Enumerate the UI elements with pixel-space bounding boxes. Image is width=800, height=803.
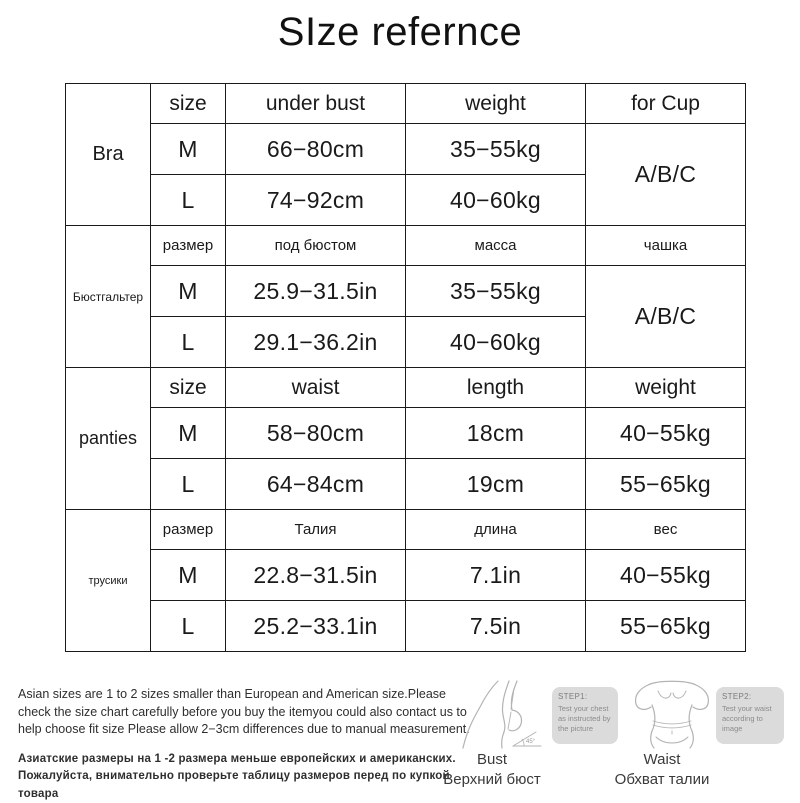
column-header: size	[150, 83, 226, 124]
section-label-bra: Bra	[65, 83, 151, 226]
column-header: for Cup	[585, 83, 746, 124]
size-cell: L	[150, 174, 226, 226]
column-header: weight	[585, 367, 746, 408]
waist-illustration	[626, 679, 718, 749]
value-cell: 64−84cm	[225, 458, 406, 510]
column-header: Талия	[225, 509, 406, 550]
cup-cell: A/B/C	[585, 123, 746, 226]
table-row: M 22.8−31.5in 7.1in 40−55kg	[66, 549, 746, 601]
column-header: length	[405, 367, 586, 408]
value-cell: 29.1−36.2in	[225, 316, 406, 368]
column-header: под бюстом	[225, 225, 406, 266]
table-row: M 66−80cm 35−55kg A/B/C	[66, 123, 746, 226]
value-cell: 55−65kg	[585, 600, 746, 652]
step1-card: STEP1: Test your chest as instructed by …	[552, 687, 618, 744]
bust-caption: Bust Верхний бюст	[432, 750, 552, 791]
value-cell: 22.8−31.5in	[225, 549, 406, 601]
value-cell: 66−80cm	[225, 123, 406, 175]
section-label-panties-ru: трусики	[65, 509, 151, 652]
cup-cell: A/B/C	[585, 265, 746, 368]
value-cell: 18cm	[405, 407, 586, 459]
column-header: длина	[405, 509, 586, 550]
step1-title: STEP1:	[558, 692, 588, 701]
value-cell: 25.2−33.1in	[225, 600, 406, 652]
value-cell: 19cm	[405, 458, 586, 510]
note-russian: Азиатские размеры на 1 -2 размера меньше…	[18, 753, 456, 800]
value-cell: 74−92cm	[225, 174, 406, 226]
bust-label-en: Bust	[476, 751, 507, 768]
column-header: size	[150, 367, 226, 408]
table-row: L 64−84cm 19cm 55−65kg	[66, 458, 746, 510]
column-header: under bust	[225, 83, 406, 124]
value-cell: 7.1in	[405, 549, 586, 601]
step2-card: STEP2: Test your waist according to imag…	[716, 687, 784, 744]
step2-text: Test your waist according to image	[722, 704, 772, 734]
waist-label-ru: Обхват талии	[614, 771, 710, 789]
column-header: weight	[405, 83, 586, 124]
size-cell: L	[150, 458, 226, 510]
column-header: чашка	[585, 225, 746, 266]
column-header: размер	[150, 225, 226, 266]
value-cell: 25.9−31.5in	[225, 265, 406, 317]
table-row: L 25.2−33.1in 7.5in 55−65kg	[66, 600, 746, 652]
section-label-bra-ru: Бюстгальтер	[65, 225, 151, 368]
bust-label-ru: Верхний бюст	[443, 771, 541, 789]
step1-text: Test your chest as instructed by the pic…	[558, 704, 611, 734]
table-row: L 29.1−36.2in 40−60kg	[66, 316, 746, 368]
size-cell: M	[150, 549, 226, 601]
value-cell: 35−55kg	[405, 265, 586, 317]
size-cell: M	[150, 407, 226, 459]
size-cell: M	[150, 123, 226, 175]
value-cell: 40−55kg	[585, 549, 746, 601]
bust-illustration: 45°	[458, 679, 542, 749]
value-cell: 55−65kg	[585, 458, 746, 510]
value-cell: 40−60kg	[405, 174, 586, 226]
page-title: SIze refernce	[277, 10, 523, 54]
value-cell: 35−55kg	[405, 123, 586, 175]
column-header: waist	[225, 367, 406, 408]
table-row: M 58−80cm 18cm 40−55kg	[66, 407, 746, 459]
step2-title: STEP2:	[722, 692, 752, 701]
angle-label: 45°	[526, 739, 536, 745]
size-reference-table: Bra size under bust weight for Cup M 66−…	[65, 83, 746, 652]
value-cell: 58−80cm	[225, 407, 406, 459]
value-cell: 40−60kg	[405, 316, 586, 368]
value-cell: 7.5in	[405, 600, 586, 652]
column-header: размер	[150, 509, 226, 550]
size-cell: L	[150, 316, 226, 368]
size-cell: L	[150, 600, 226, 652]
size-cell: M	[150, 265, 226, 317]
note-english: Asian sizes are 1 to 2 sizes smaller tha…	[18, 687, 470, 736]
section-label-panties: panties	[65, 367, 151, 510]
value-cell: 40−55kg	[585, 407, 746, 459]
column-header: вес	[585, 509, 746, 550]
column-header: масса	[405, 225, 586, 266]
waist-caption: Waist Обхват талии	[602, 750, 722, 791]
table-row: L 74−92cm 40−60kg	[66, 174, 746, 226]
table-row: M 25.9−31.5in 35−55kg A/B/C	[66, 265, 746, 368]
waist-label-en: Waist	[643, 751, 681, 768]
